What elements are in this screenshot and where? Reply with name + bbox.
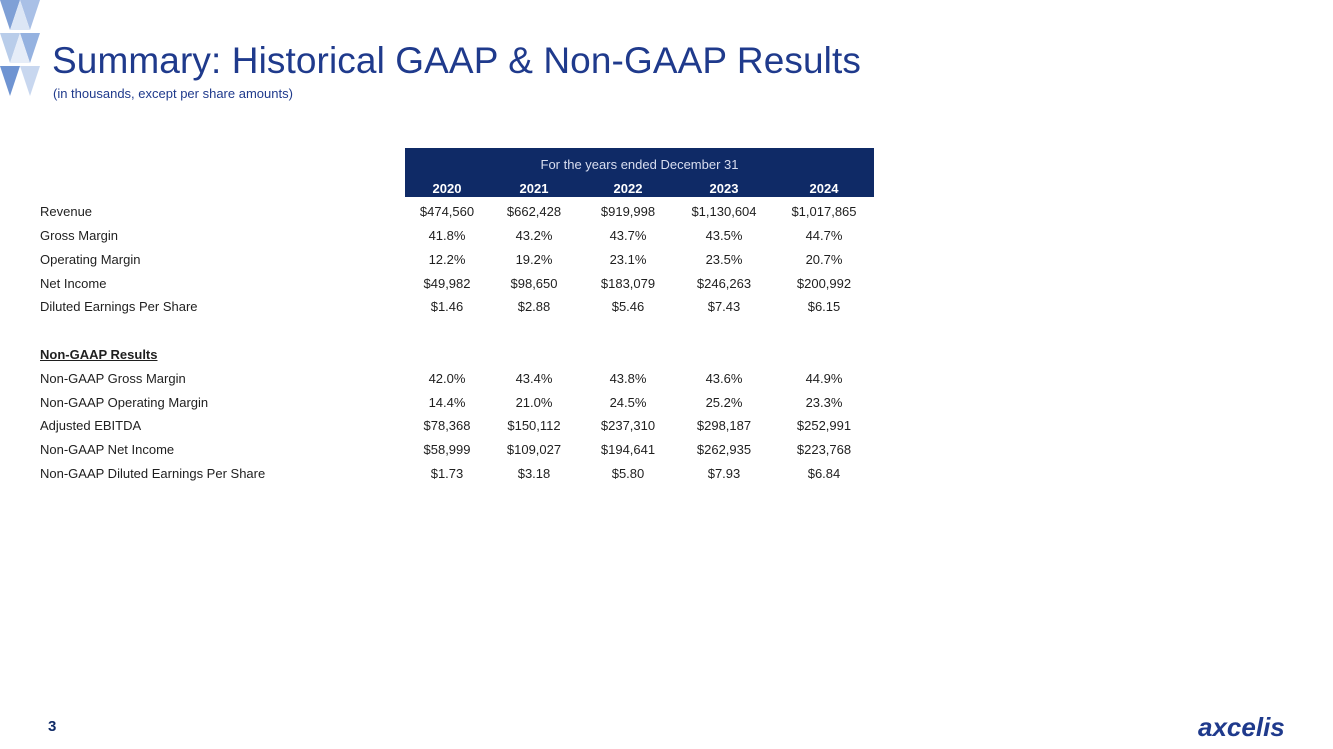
row-label: Net Income <box>40 276 107 291</box>
row-label: Non-GAAP Net Income <box>40 442 175 457</box>
table-cell: $1,130,604 <box>691 204 757 219</box>
table-cell: $49,982 <box>423 276 471 291</box>
page-subtitle: (in thousands, except per share amounts) <box>53 86 293 101</box>
logo-text: axcelis <box>1198 712 1285 742</box>
table-cell: $1,017,865 <box>791 204 857 219</box>
table-cell: $150,112 <box>507 418 561 433</box>
table-cell: $298,187 <box>696 418 752 433</box>
table-cell: $183,079 <box>600 276 656 291</box>
year-header: 2022 <box>613 181 643 196</box>
axcelis-logo: axcelis <box>1198 712 1285 742</box>
table-cell: $5.80 <box>611 466 645 481</box>
table-cell: 25.2% <box>705 395 743 410</box>
table-cell: $3.18 <box>517 466 551 481</box>
table-cell: $662,428 <box>506 204 562 219</box>
year-header: 2021 <box>519 181 549 196</box>
table-cell: $98,650 <box>510 276 558 291</box>
row-label: Operating Margin <box>40 252 141 267</box>
corner-triangles-decoration <box>0 0 40 96</box>
table-cell: 43.5% <box>705 228 743 243</box>
table-cell: 24.5% <box>609 395 647 410</box>
table-cell: 23.1% <box>609 252 647 267</box>
table-cell: 21.0% <box>515 395 553 410</box>
table-cell: $919,998 <box>600 204 656 219</box>
row-label: Diluted Earnings Per Share <box>40 299 198 314</box>
year-header: 2024 <box>809 181 839 196</box>
table-cell: $223,768 <box>796 442 852 457</box>
page-title: Summary: Historical GAAP & Non-GAAP Resu… <box>52 40 861 81</box>
row-label: Non-GAAP Gross Margin <box>40 371 186 386</box>
table-cell: $5.46 <box>611 299 645 314</box>
table-cell: 43.6% <box>705 371 743 386</box>
row-label: Adjusted EBITDA <box>40 418 142 433</box>
table-cell: $6.84 <box>807 466 841 481</box>
table-cell: 41.8% <box>428 228 466 243</box>
table-cell: 44.7% <box>805 228 843 243</box>
table-cell: $194,641 <box>600 442 656 457</box>
table-cell: $1.46 <box>430 299 464 314</box>
year-header: 2020 <box>432 181 462 196</box>
table-cell: $200,992 <box>796 276 852 291</box>
table-cell: $6.15 <box>807 299 841 314</box>
table-cell: $474,560 <box>419 204 475 219</box>
row-label: Non-GAAP Operating Margin <box>40 395 209 410</box>
table-header-band <box>405 148 874 197</box>
table-cell: 14.4% <box>428 395 466 410</box>
table-cell: 43.8% <box>609 371 647 386</box>
table-cell: 44.9% <box>805 371 843 386</box>
row-label: Gross Margin <box>40 228 119 243</box>
table-cell: 43.7% <box>609 228 647 243</box>
table-cell: $7.43 <box>707 299 741 314</box>
table-cell: 12.2% <box>428 252 466 267</box>
table-cell: $262,935 <box>696 442 752 457</box>
table-cell: 43.4% <box>515 371 553 386</box>
row-label: Revenue <box>40 204 93 219</box>
table-cell: 23.3% <box>805 395 843 410</box>
table-cell: $252,991 <box>796 418 852 433</box>
table-cell: $237,310 <box>600 418 656 433</box>
table-cell: $78,368 <box>423 418 471 433</box>
table-cell: 42.0% <box>428 371 466 386</box>
table-cell: $246,263 <box>696 276 752 291</box>
table-cell: $109,027 <box>506 442 562 457</box>
table-cell: 19.2% <box>515 252 553 267</box>
table-cell: 43.2% <box>515 228 553 243</box>
table-cell: 23.5% <box>705 252 743 267</box>
table-cell: $2.88 <box>517 299 551 314</box>
row-label: Non-GAAP Diluted Earnings Per Share <box>40 466 266 481</box>
page-number: 3 <box>48 718 57 735</box>
non-gaap-section-heading: Non-GAAP Results <box>40 347 158 362</box>
table-cell: $58,999 <box>423 442 471 457</box>
year-header: 2023 <box>709 181 739 196</box>
table-cell: $1.73 <box>430 466 464 481</box>
table-cell: 20.7% <box>805 252 843 267</box>
table-cell: $7.93 <box>707 466 741 481</box>
table-header-caption: For the years ended December 31 <box>540 157 739 172</box>
